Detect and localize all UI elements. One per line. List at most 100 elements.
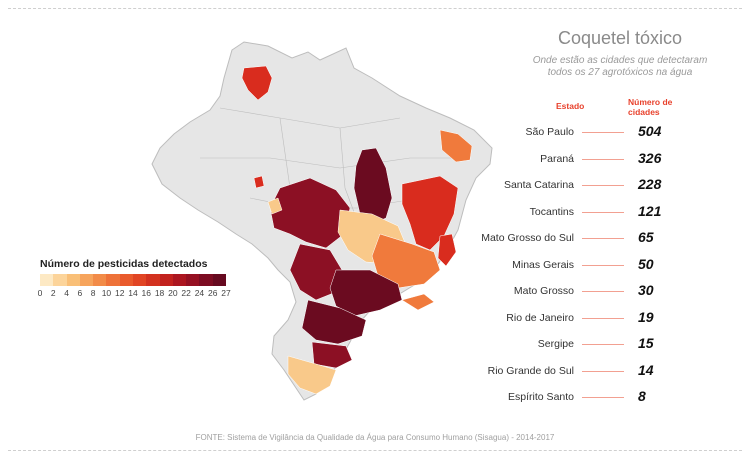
legend-tick-label: 16 [141, 288, 152, 298]
table-row: Tocantins 121 [490, 203, 710, 221]
map-region-santa-catarina [311, 341, 353, 369]
row-count: 8 [638, 388, 646, 404]
legend-swatch [93, 274, 107, 286]
row-leader-line [582, 158, 624, 160]
legend-title: Número de pesticidas detectados [40, 258, 208, 270]
legend-swatch [146, 274, 160, 286]
legend-tick-label: 4 [64, 288, 69, 298]
map-region-espirito-santo [437, 233, 457, 267]
bottom-divider [8, 450, 742, 451]
row-leader-line [582, 317, 624, 319]
legend-swatch [119, 274, 133, 286]
legend: Número de pesticidas detectados 0 2 4 6 8 10 1… [37, 258, 240, 300]
row-state: Minas Gerais [512, 258, 574, 271]
legend-tick-label: 24 [194, 288, 205, 298]
map-region-parana [301, 299, 367, 345]
row-leader-line [582, 291, 624, 292]
legend-tick-label: 12 [114, 288, 125, 298]
legend-tick-label: 14 [128, 288, 138, 298]
row-leader-line [582, 211, 624, 213]
legend-ticks: 0 2 4 6 8 10 12 14 16 18 20 22 24 26 27 [37, 288, 231, 300]
map-region-roraima [241, 65, 273, 101]
table-row: Mato Grosso do Sul 65 [481, 229, 710, 247]
table-row: São Paulo 504 [490, 123, 710, 141]
table-row: Sergipe 15 [490, 335, 710, 353]
table-row: Mato Grosso 30 [490, 282, 710, 300]
legend-color-scale [40, 274, 226, 286]
map-region-mato-grosso [269, 177, 351, 249]
legend-swatch [53, 274, 67, 286]
row-count: 504 [638, 123, 662, 139]
table-row: Minas Gerais 50 [490, 256, 710, 274]
row-state: Mato Grosso [513, 285, 574, 297]
legend-swatch [172, 274, 187, 286]
brazil-map [140, 38, 500, 408]
table-row: Paraná 326 [490, 150, 710, 168]
row-state: Rio de Janeiro [506, 311, 574, 324]
row-count: 326 [638, 149, 662, 166]
map-region-minas [371, 233, 441, 289]
legend-swatch [132, 274, 147, 286]
legend-tick-label: 22 [181, 288, 191, 298]
row-count: 228 [638, 176, 662, 192]
map-region-rio-grande-do-sul [287, 355, 337, 395]
legend-swatch [186, 274, 200, 286]
row-count: 14 [638, 361, 654, 378]
legend-tick-label: 20 [168, 288, 178, 298]
legend-swatch [106, 274, 120, 286]
row-state: Rio Grande do Sul [487, 364, 574, 377]
row-leader-line [582, 344, 624, 345]
row-count: 65 [638, 229, 654, 245]
source-note: FONTE: Sistema de Vigilância da Qualidad… [195, 433, 555, 442]
brazil-map-svg [151, 41, 493, 401]
legend-tick-label: 26 [207, 288, 218, 298]
map-region-bahia [401, 175, 459, 251]
legend-tick-label: 6 [77, 288, 83, 298]
page-title: Coquetel tóxico [557, 28, 683, 48]
map-region-acre [253, 175, 265, 189]
row-state: Paraná [540, 152, 574, 165]
row-count: 50 [638, 255, 654, 272]
map-region-mato-grosso-do-sul [289, 243, 343, 301]
table-row: Rio Grande do Sul 14 [487, 361, 710, 380]
row-count: 15 [638, 335, 654, 351]
legend-swatch [79, 274, 94, 286]
map-region-sao-paulo [329, 269, 403, 317]
table-row: Espírito Santo 8 [490, 388, 710, 406]
legend-tick-label: 10 [101, 288, 112, 298]
page-subtitle: Onde estão as cidades que detectaram tod… [532, 55, 708, 78]
row-leader-line [582, 185, 624, 186]
map-region-rondonia [267, 197, 283, 215]
map-region-rio-de-janeiro [401, 293, 435, 311]
legend-tick-label: 18 [154, 288, 165, 298]
row-leader-line [582, 397, 624, 398]
legend-tick-label: 0 [37, 288, 43, 298]
row-count: 121 [638, 202, 662, 219]
row-count: 19 [638, 308, 654, 325]
row-leader-line [582, 238, 624, 239]
row-leader-line [582, 132, 624, 133]
table-header-count: Número de cidades [628, 97, 673, 117]
row-leader-line [582, 264, 624, 266]
legend-tick-label: 8 [90, 288, 96, 298]
row-count: 30 [638, 282, 654, 298]
map-region-northeast [439, 129, 473, 163]
row-state: São Paulo [525, 126, 574, 138]
row-state: Santa Catarina [503, 179, 574, 191]
legend-swatch [212, 274, 226, 286]
legend-swatch [66, 274, 80, 286]
row-state: Mato Grosso do Sul [481, 232, 574, 244]
legend-swatch [199, 274, 213, 286]
row-state: Espírito Santo [508, 391, 574, 403]
row-state: Sergipe [537, 338, 574, 350]
table-row: Santa Catarina 228 [490, 176, 710, 194]
legend-swatch [159, 274, 173, 286]
legend-swatch [40, 274, 54, 286]
legend-tick-label: 2 [50, 288, 56, 298]
top-divider [8, 8, 742, 9]
table-header-state: Estado [556, 101, 585, 111]
table-row: Rio de Janeiro 19 [490, 309, 710, 327]
legend-tick-label: 27 [221, 288, 231, 298]
row-leader-line [582, 370, 624, 372]
row-state: Tocantins [529, 205, 574, 218]
